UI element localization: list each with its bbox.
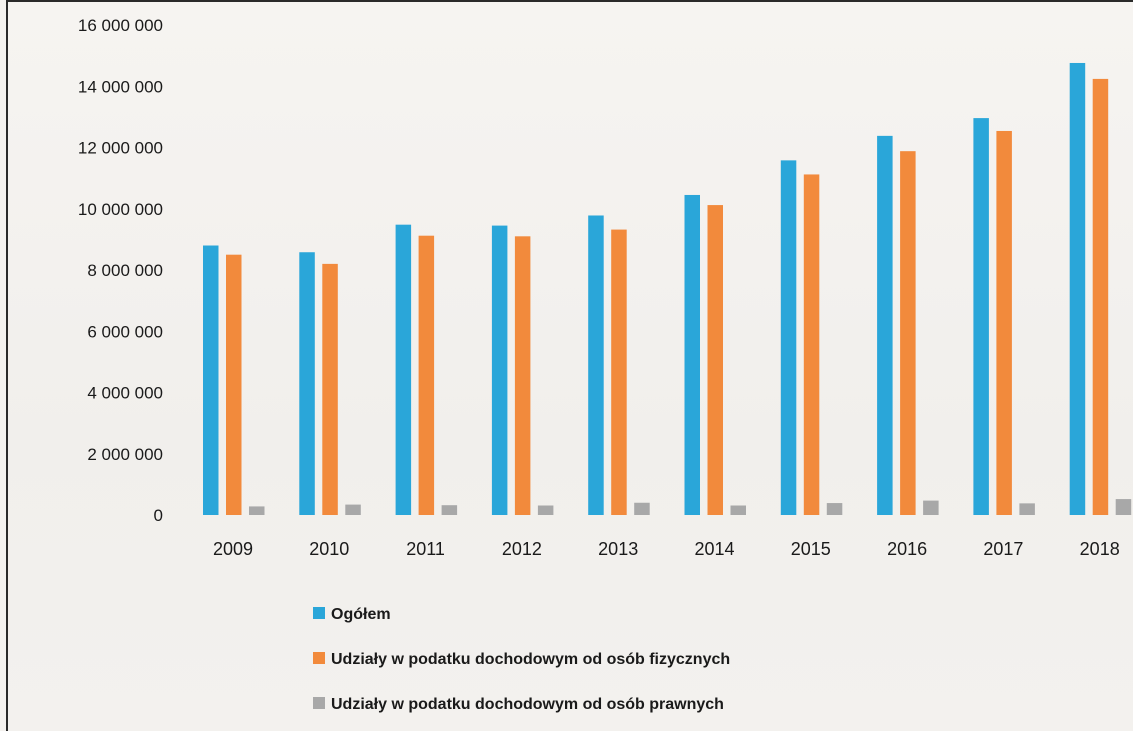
- x-tick-label: 2015: [791, 539, 831, 559]
- y-tick-label: 14 000 000: [78, 77, 163, 96]
- legend-label-ogolem: Ogółem: [331, 606, 391, 623]
- bar: [634, 502, 650, 515]
- bar: [299, 252, 315, 516]
- x-tick-label: 2010: [309, 539, 349, 559]
- y-tick-label: 4 000 000: [87, 384, 163, 403]
- bar: [611, 229, 627, 515]
- y-tick-label: 12 000 000: [78, 139, 163, 158]
- bar: [1019, 503, 1035, 515]
- bar: [923, 500, 939, 515]
- y-tick-label: 0: [154, 506, 163, 525]
- y-tick-label: 6 000 000: [87, 322, 163, 341]
- x-tick-label: 2014: [694, 539, 734, 559]
- bar: [1069, 62, 1086, 515]
- bar: [707, 205, 723, 515]
- bars: [203, 62, 1132, 516]
- y-tick-label: 16 000 000: [78, 16, 163, 35]
- y-axis-ticks: 0 2 000 000 4 000 000 6 000 000 8 000 000 10 …: [78, 16, 163, 525]
- bar: [203, 245, 219, 515]
- bar: [996, 130, 1012, 515]
- x-tick-label: 2012: [502, 539, 542, 559]
- bar: [684, 194, 700, 515]
- x-tick-label: 2009: [213, 539, 253, 559]
- chart-frame: [6, 0, 1133, 731]
- legend-swatch-ogolem: [313, 607, 325, 619]
- bar: [1115, 499, 1132, 515]
- bar: [322, 263, 338, 515]
- bar: [877, 135, 893, 516]
- bar: [537, 505, 554, 515]
- legend-label-cit: Udziały w podatku dochodowym od osób pra…: [331, 696, 724, 713]
- y-tick-label: 10 000 000: [78, 200, 163, 219]
- bar: [973, 118, 989, 515]
- x-axis-ticks: 2009 2010 2011 2012 2013 2014 2015 2016 2017 2018: [213, 539, 1120, 559]
- bar: [345, 504, 361, 515]
- bar: [491, 225, 508, 515]
- bar: [418, 235, 435, 515]
- x-tick-label: 2017: [983, 539, 1023, 559]
- bar: [395, 224, 412, 516]
- bar: [900, 151, 916, 516]
- x-tick-label: 2011: [406, 539, 445, 559]
- y-tick-label: 2 000 000: [87, 445, 163, 464]
- x-tick-label: 2016: [887, 539, 927, 559]
- bar: [1092, 78, 1109, 516]
- y-tick-label: 8 000 000: [87, 261, 163, 280]
- legend-swatch-pit: [313, 652, 325, 664]
- legend-label-pit: Udziały w podatku dochodowym od osób fiz…: [331, 651, 730, 668]
- legend: Ogółem Udziały w podatku dochodowym od o…: [313, 606, 730, 713]
- bar: [780, 160, 797, 516]
- bar: [803, 174, 820, 515]
- bar: [441, 505, 458, 515]
- bar: [226, 254, 242, 515]
- legend-swatch-cit: [313, 697, 325, 709]
- bar: [730, 505, 746, 515]
- bar: [588, 215, 604, 516]
- bar: [514, 236, 531, 515]
- bar: [249, 506, 265, 515]
- x-tick-label: 2013: [598, 539, 638, 559]
- x-tick-label: 2018: [1080, 539, 1120, 559]
- bar: [826, 503, 843, 515]
